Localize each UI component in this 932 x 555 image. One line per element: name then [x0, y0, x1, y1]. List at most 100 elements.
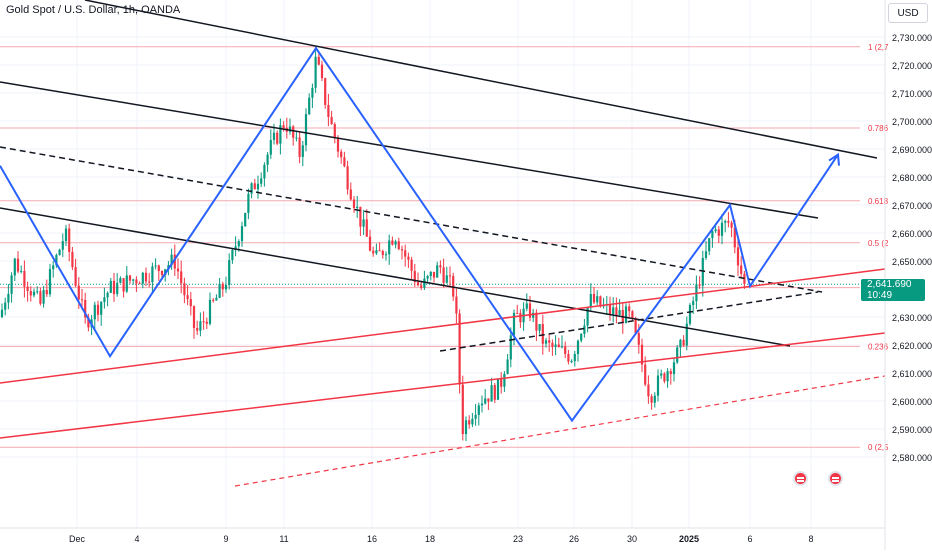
trend-line-dashed-rising [439, 291, 819, 352]
candle-body [698, 284, 701, 286]
candle-body [404, 250, 407, 257]
candle-body [215, 297, 218, 301]
y-tick-label: 2,620.000 [892, 341, 932, 351]
candle-body [711, 231, 714, 239]
projection-zigzag [0, 46, 839, 423]
candle-body [349, 189, 352, 200]
candle-body [333, 124, 336, 138]
candle-body [500, 378, 503, 387]
candle-body [253, 183, 256, 190]
candle-body [45, 289, 48, 295]
candle-body [458, 313, 461, 385]
candle-body [23, 270, 26, 287]
candle-body [80, 299, 84, 301]
trend-line-middle [0, 81, 819, 219]
candle-body [669, 371, 672, 375]
candle-body [138, 283, 141, 285]
chart-title: Gold Spot / U.S. Dollar, 1h, OANDA [6, 4, 181, 16]
candle-body [141, 272, 144, 284]
y-tick-label: 2,670.000 [892, 201, 932, 211]
candle-body [7, 293, 10, 303]
us-flag-event-icon[interactable] [828, 471, 843, 486]
candle-body [496, 378, 500, 400]
candle-body [295, 137, 298, 139]
candle-body [352, 199, 356, 209]
candle-body [615, 307, 618, 316]
candle-body [544, 340, 548, 344]
fib-level-label: 0 (2,5 [868, 443, 889, 452]
candle-body [228, 260, 231, 285]
candle-body [692, 301, 695, 306]
candle-body [637, 333, 640, 345]
candle-body [717, 229, 720, 236]
candle-body [135, 279, 138, 284]
candle-body [608, 303, 612, 315]
candle-body [205, 321, 208, 324]
trend-line-lower [0, 207, 791, 347]
candle-body [439, 265, 442, 268]
currency-button[interactable]: USD [888, 3, 928, 23]
candle-body [100, 301, 103, 315]
candle-body [301, 145, 304, 157]
candle-body [122, 278, 125, 292]
candle-body [612, 307, 615, 315]
candle-body [688, 305, 692, 324]
candle-body [714, 229, 717, 232]
candle-body [317, 56, 320, 65]
candle-body [36, 291, 39, 293]
candle-body [525, 303, 528, 309]
candle-body [429, 271, 432, 277]
candle-body [93, 304, 96, 320]
candle-body [516, 312, 519, 314]
candle-body [493, 385, 496, 400]
candle-body [423, 278, 426, 288]
candle-body [292, 126, 295, 138]
candle-body [653, 395, 656, 403]
candle-body [535, 312, 538, 331]
candle-body [484, 398, 487, 404]
candle-body [436, 265, 439, 278]
candle-body [103, 297, 106, 302]
y-tick-label: 2,680.000 [892, 173, 932, 183]
candle-body [452, 276, 455, 297]
candle-body [237, 241, 240, 247]
candle-body [77, 285, 80, 300]
candle-body [208, 299, 212, 324]
candle-body [330, 116, 333, 125]
candle-body [13, 258, 16, 276]
candle-body [666, 371, 669, 382]
candle-body [554, 344, 557, 347]
candle-body [487, 398, 490, 402]
y-tick-label: 2,690.000 [892, 145, 932, 155]
candle-body [224, 284, 228, 290]
x-tick-label: 11 [279, 534, 288, 544]
candle-body [372, 250, 375, 254]
candle-body [509, 335, 512, 360]
candle-body [567, 353, 570, 362]
candle-body [394, 241, 397, 245]
candle-body [288, 126, 292, 132]
candle-body [685, 323, 688, 346]
candle-body [39, 291, 42, 304]
candle-body [55, 255, 58, 266]
candle-body [356, 206, 359, 209]
us-flag-event-icon[interactable] [793, 471, 808, 486]
candle-body [106, 292, 109, 298]
candle-body [365, 219, 368, 237]
candle-body [445, 275, 448, 283]
candle-body [266, 154, 269, 165]
candle-body [503, 373, 506, 387]
candle-body [196, 328, 199, 331]
candle-body [455, 296, 458, 314]
candle-body [634, 318, 637, 334]
candle-body [586, 307, 589, 326]
candle-body [704, 251, 708, 258]
candle-body [240, 226, 244, 242]
projection-arrowhead [828, 152, 840, 166]
x-tick-label: 23 [513, 534, 523, 544]
candle-body [61, 241, 64, 250]
candle-body [263, 164, 266, 179]
candle-body [218, 283, 221, 298]
